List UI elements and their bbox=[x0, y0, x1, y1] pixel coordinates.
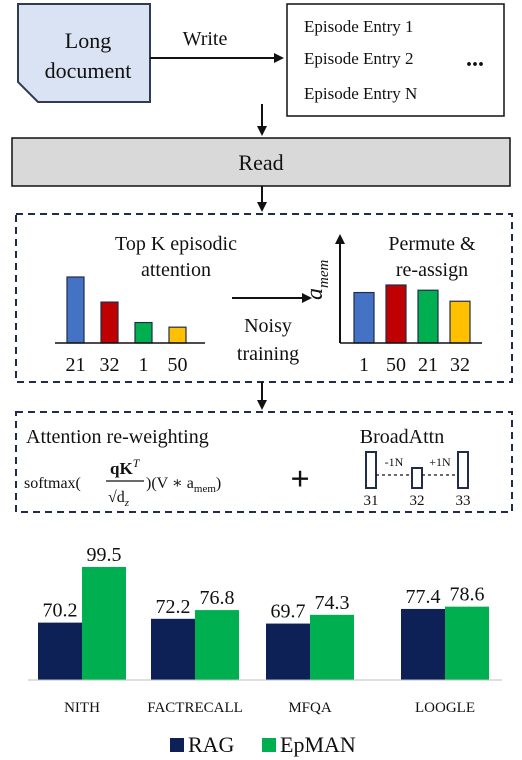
reweighting-box bbox=[15, 411, 513, 513]
left-bar-label-50: 50 bbox=[168, 354, 188, 376]
left-bar-21 bbox=[66, 276, 85, 344]
read-bar bbox=[11, 137, 511, 187]
left-bar-50 bbox=[168, 326, 187, 344]
legend-swatch-epman bbox=[262, 738, 276, 752]
category-label-factrecall: FACTRECALL bbox=[147, 700, 243, 716]
right-bar-label-1: 1 bbox=[359, 354, 369, 376]
formula-softmax: softmax( bbox=[24, 475, 81, 492]
value-label-epman-mfqa: 74.3 bbox=[315, 592, 350, 614]
write-label: Write bbox=[183, 28, 228, 50]
value-label-epman-loogle: 78.6 bbox=[450, 584, 485, 606]
value-label-rag-factrecall: 72.2 bbox=[156, 596, 191, 618]
legend-swatch-rag bbox=[170, 738, 184, 752]
episode-entry-n: Episode Entry N bbox=[304, 84, 417, 103]
left-bar-label-21: 21 bbox=[66, 354, 86, 376]
category-label-mfqa: MFQA bbox=[288, 700, 332, 716]
category-label-nith: NITH bbox=[64, 700, 100, 716]
formula-rest: )(V ∗ amem) bbox=[146, 475, 221, 495]
right-bar-32 bbox=[449, 300, 471, 344]
broadattn-title: BroadAttn bbox=[360, 426, 444, 448]
broadattn-minus-label: -1N bbox=[385, 455, 404, 469]
read-label: Read bbox=[238, 150, 283, 175]
left-bar-group: 21 32 1 50 bbox=[66, 276, 188, 376]
bar-rag-factrecall bbox=[151, 618, 195, 680]
broadattn-plus-label: +1N bbox=[429, 455, 451, 469]
noisy-label-line1: Noisy bbox=[244, 315, 292, 337]
value-label-epman-nith: 99.5 bbox=[87, 544, 122, 566]
bar-epman-loogle bbox=[445, 606, 489, 680]
right-bar-21 bbox=[417, 289, 439, 344]
amem-axis-label: amem bbox=[302, 260, 332, 300]
bar-epman-mfqa bbox=[310, 614, 354, 680]
episode-memory-box bbox=[286, 3, 505, 117]
results-chart: 70.2 99.5 72.2 76.8 69.7 74.3 77.4 78.6 bbox=[38, 544, 489, 680]
document-label-line1: Long bbox=[65, 28, 111, 53]
episode-entry-2: Episode Entry 2 bbox=[304, 49, 414, 68]
left-bar-32 bbox=[100, 301, 119, 344]
permute-label-line1: Permute & bbox=[388, 233, 476, 255]
broadattn-token-32 bbox=[411, 467, 423, 489]
value-label-rag-nith: 70.2 bbox=[43, 600, 78, 622]
legend-label-rag: RAG bbox=[188, 732, 235, 757]
broadattn-token-31 bbox=[365, 451, 377, 489]
document-label-line2: document bbox=[45, 58, 132, 83]
bar-epman-factrecall bbox=[195, 610, 239, 680]
permute-label-line2: re-assign bbox=[396, 259, 468, 281]
broadattn-label-31: 31 bbox=[364, 493, 379, 509]
bar-rag-mfqa bbox=[266, 623, 310, 680]
right-bar-1 bbox=[353, 291, 375, 344]
broadattn-label-32: 32 bbox=[410, 493, 425, 509]
left-bar-label-32: 32 bbox=[100, 354, 120, 376]
formula-denominator: √dz bbox=[108, 489, 130, 509]
broadattn-token-33 bbox=[457, 451, 469, 489]
episodic-attention-box bbox=[15, 213, 513, 383]
bar-epman-nith bbox=[82, 566, 126, 680]
legend-label-epman: EpMAN bbox=[280, 732, 356, 757]
bar-rag-loogle bbox=[401, 608, 445, 680]
chart-category-labels: NITH FACTRECALL MFQA LOOGLE bbox=[64, 700, 475, 716]
plus-sign: + bbox=[290, 461, 309, 498]
reweight-title: Attention re-weighting bbox=[26, 426, 209, 448]
value-label-epman-factrecall: 76.8 bbox=[200, 587, 235, 609]
right-bar-50 bbox=[385, 284, 407, 344]
value-label-rag-loogle: 77.4 bbox=[406, 586, 441, 608]
document-shape bbox=[17, 3, 151, 103]
bar-rag-nith bbox=[38, 622, 82, 680]
noisy-label-line2: training bbox=[237, 343, 299, 365]
episode-entry-1: Episode Entry 1 bbox=[304, 17, 414, 36]
formula-numerator: qKT bbox=[110, 456, 141, 478]
episodic-title-line2: attention bbox=[141, 259, 211, 281]
right-bar-label-21: 21 bbox=[418, 354, 438, 376]
episodic-title-line1: Top K episodic bbox=[115, 233, 237, 255]
value-label-rag-mfqa: 69.7 bbox=[271, 601, 306, 623]
right-bar-label-32: 32 bbox=[450, 354, 470, 376]
category-label-loogle: LOOGLE bbox=[415, 700, 475, 716]
left-bar-1 bbox=[134, 321, 153, 344]
left-bar-label-1: 1 bbox=[139, 354, 149, 376]
episode-ellipsis: ... bbox=[466, 46, 484, 72]
broadattn-label-33: 33 bbox=[456, 493, 471, 509]
right-bar-label-50: 50 bbox=[386, 354, 406, 376]
right-bar-group: 1 50 21 32 bbox=[353, 284, 471, 376]
